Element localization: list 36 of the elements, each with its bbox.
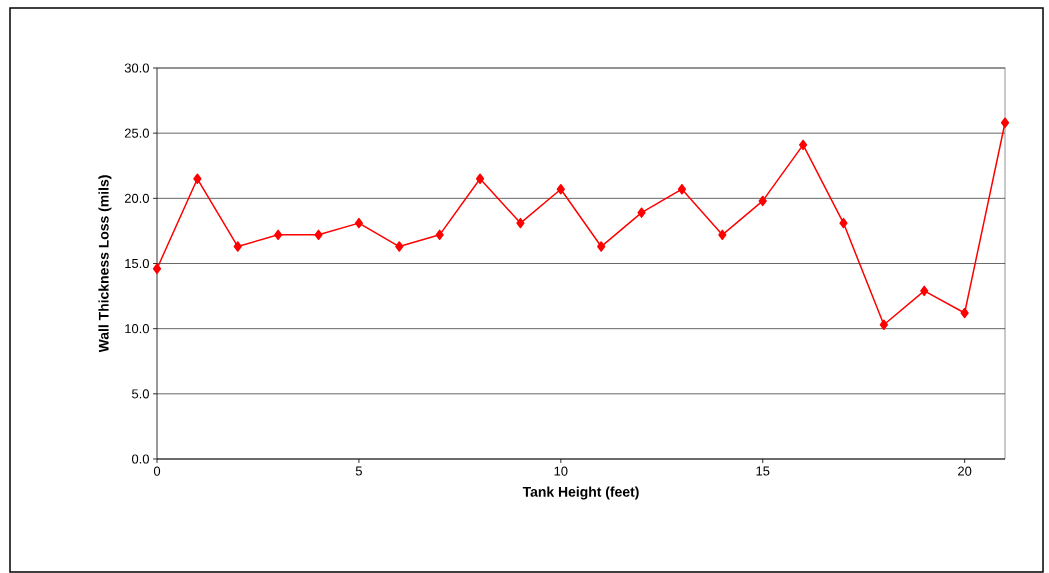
point [920, 285, 929, 297]
x-tick-label: 15 [756, 466, 770, 476]
point [233, 241, 242, 252]
point [556, 183, 565, 195]
point [274, 229, 283, 241]
y-tick-label: 10.0 [125, 324, 149, 334]
point [475, 173, 485, 185]
x-tick-label: 0 [153, 466, 161, 476]
point [798, 139, 808, 151]
point [960, 307, 969, 319]
point [354, 217, 364, 229]
x-tick-label: 5 [355, 466, 362, 476]
point [879, 319, 888, 330]
x-axis-title: Tank Height (feet) [522, 486, 639, 500]
y-axis-title: Wall Thickness Loss (mils) [98, 175, 112, 353]
point [677, 183, 687, 195]
x-tick-label: 10 [554, 466, 568, 476]
point [758, 195, 767, 207]
point [1000, 117, 1010, 128]
y-tick-label: 5.0 [131, 389, 149, 399]
point [718, 229, 727, 241]
y-tick-label: 0.0 [131, 454, 149, 464]
point [597, 241, 606, 252]
point [314, 229, 323, 241]
point [839, 217, 848, 229]
y-tick-label: 20.0 [124, 193, 149, 203]
point [395, 241, 404, 252]
point [152, 263, 162, 274]
point [435, 229, 444, 241]
y-tick-label: 30.0 [124, 63, 149, 73]
point [637, 207, 646, 218]
y-tick-label: 15.0 [125, 258, 149, 269]
point [516, 217, 525, 229]
point [193, 173, 202, 185]
y-tick-label: 25.0 [124, 128, 149, 138]
x-tick-label: 20 [958, 466, 972, 476]
